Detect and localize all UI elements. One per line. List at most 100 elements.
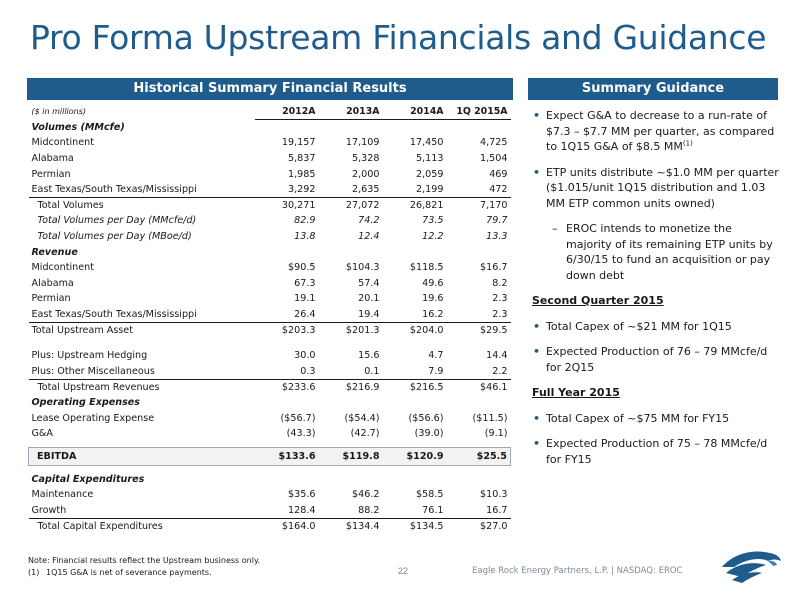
table-row: Maintenance $35.6 $46.2 $58.5 $10.3 xyxy=(29,487,511,503)
row-value: ($56.7) xyxy=(280,412,316,424)
section-row: Volumes (MMcfe) xyxy=(29,120,511,136)
table-row: Total Volumes per Day (MMcfe/d) 82.9 74.2 7… xyxy=(29,213,511,229)
row-label: Total Capital Expenditures xyxy=(37,520,163,532)
row-label: Alabama xyxy=(31,153,74,165)
table-row: East Texas/South Texas/Mississippi 26.4 19… xyxy=(28,306,511,323)
note-text: 1Q15 G&A is net of severance payments. xyxy=(46,567,212,577)
row-value: 74.2 xyxy=(358,215,380,227)
row-value: 3,292 xyxy=(254,181,319,199)
row-label: Total Upstream Asset xyxy=(31,324,133,336)
row-value: 13.3 xyxy=(486,231,508,243)
eagle-logo-icon xyxy=(722,551,781,583)
row-value: 128.4 xyxy=(254,502,319,519)
row-value: (9.1) xyxy=(484,428,508,440)
section-row: Operating Expenses xyxy=(29,395,511,411)
row-value: $134.4 xyxy=(345,520,380,532)
row-value: 19.1 xyxy=(294,293,316,305)
row-value: 1,985 xyxy=(288,168,316,180)
row-value: 12.2 xyxy=(422,231,444,243)
row-value: 30.0 xyxy=(294,350,316,362)
table-row: Growth 128.4 88.2 76.1 16.7 xyxy=(28,502,511,519)
row-value: 2,000 xyxy=(352,168,380,180)
row-value: 19.6 xyxy=(422,293,444,305)
row-value: $25.5 xyxy=(446,446,511,466)
row-value: $29.5 xyxy=(480,324,508,336)
row-value: $10.3 xyxy=(480,489,508,501)
row-value: 469 xyxy=(489,168,508,180)
row-label: Total Volumes per Day (MMcfe/d) xyxy=(37,215,197,227)
row-value: $119.8 xyxy=(318,446,383,466)
row-value: 17,450 xyxy=(409,137,444,149)
table-row: Permian 19.1 20.1 19.6 2.3 xyxy=(29,291,511,307)
page-number: 22 xyxy=(398,566,409,576)
page-title: Pro Forma Upstream Financials and Guidan… xyxy=(30,18,767,57)
row-value: 27,072 xyxy=(345,200,380,212)
row-value: 79.7 xyxy=(486,215,508,227)
row-label: Total Volumes xyxy=(37,200,104,212)
bullet-text: Total Capex of ~$75 MM for FY15 xyxy=(546,411,730,425)
row-value: $35.6 xyxy=(288,489,316,501)
section-label: Operating Expenses xyxy=(31,396,141,408)
row-value: 2.2 xyxy=(446,363,511,380)
row-value: $203.3 xyxy=(281,324,316,336)
row-value: ($11.5) xyxy=(472,412,508,424)
table-row: Lease Operating Expense ($56.7) ($54.4) ($5… xyxy=(29,410,511,426)
bullet-text: Expected Production of 76 – 79 MMcfe/d f… xyxy=(546,345,768,374)
section-row: Capital Expenditures xyxy=(29,471,511,487)
row-label: Maintenance xyxy=(31,489,94,501)
table-row: Alabama 67.3 57.4 49.6 8.2 xyxy=(29,276,511,292)
row-value: (39.0) xyxy=(414,428,444,440)
row-value: 1,504 xyxy=(480,153,508,165)
col-header: 2012A xyxy=(254,104,319,121)
row-value: (42.7) xyxy=(350,428,380,440)
row-value: $27.0 xyxy=(480,520,508,532)
row-label: Permian xyxy=(31,168,71,180)
row-value: 13.8 xyxy=(294,231,316,243)
row-value: 16.7 xyxy=(446,502,511,519)
row-value: 2.3 xyxy=(446,306,511,323)
row-label: Permian xyxy=(31,293,71,305)
section-label: Volumes (MMcfe) xyxy=(31,122,125,134)
row-value: 88.2 xyxy=(318,502,383,519)
col-header: 2013A xyxy=(318,104,383,121)
row-value: 0.1 xyxy=(318,363,383,380)
row-label: Plus: Upstream Hedging xyxy=(31,350,148,362)
row-value: 16.2 xyxy=(382,306,447,323)
row-value: $216.5 xyxy=(409,381,444,393)
table-row: Total Upstream Revenues $233.6 $216.9 $216.… xyxy=(29,379,511,395)
row-value: 7,170 xyxy=(480,200,508,212)
row-label: Total Volumes per Day (MBoe/d) xyxy=(37,231,192,243)
table-row: Alabama 5,837 5,328 5,113 1,504 xyxy=(29,151,511,167)
row-value: 17,109 xyxy=(345,137,380,149)
table-row: G&A (43.3) (42.7) (39.0) (9.1) xyxy=(29,426,511,442)
ebitda-row: EBITDA $133.6 $119.8 $120.9 $25.5 xyxy=(28,446,511,466)
guidance-bullet: ETP units distribute ~$1.0 MM per quarte… xyxy=(532,165,780,212)
section-label: Revenue xyxy=(31,246,78,258)
row-label: EBITDA xyxy=(28,446,255,466)
table-row: Midcontinent $90.5 $104.3 $118.5 $16.7 xyxy=(29,260,511,276)
row-value: 2,199 xyxy=(382,181,447,199)
row-value: 0.3 xyxy=(254,363,319,380)
row-value: $104.3 xyxy=(345,262,380,274)
row-value: 5,113 xyxy=(416,153,444,165)
row-value: $90.5 xyxy=(288,262,316,274)
row-value: ($56.6) xyxy=(408,412,444,424)
guidance-panel: Expect G&A to decrease to a run-rate of … xyxy=(532,108,780,477)
guidance-bullet: Expected Production of 75 – 78 MMcfe/d f… xyxy=(532,436,780,467)
row-value: $46.1 xyxy=(480,381,508,393)
table-row: Plus: Upstream Hedging 30.0 15.6 4.7 14.4 xyxy=(29,348,511,364)
row-value: 5,837 xyxy=(288,153,316,165)
row-value: 49.6 xyxy=(422,277,444,289)
row-value: 2,059 xyxy=(416,168,444,180)
table-row: Plus: Other Miscellaneous 0.3 0.1 7.9 2.2 xyxy=(28,363,511,380)
row-value: $204.0 xyxy=(409,324,444,336)
row-value: 2,635 xyxy=(318,181,383,199)
row-value: 12.4 xyxy=(358,231,380,243)
row-label: Growth xyxy=(28,502,255,519)
table-row: Midcontinent 19,157 17,109 17,450 4,725 xyxy=(29,135,511,151)
row-value: 4,725 xyxy=(480,137,508,149)
row-value: 4.7 xyxy=(428,350,444,362)
section-label: Capital Expenditures xyxy=(31,473,145,485)
guidance-header: Summary Guidance xyxy=(528,78,778,100)
section-row: Revenue xyxy=(29,244,511,260)
